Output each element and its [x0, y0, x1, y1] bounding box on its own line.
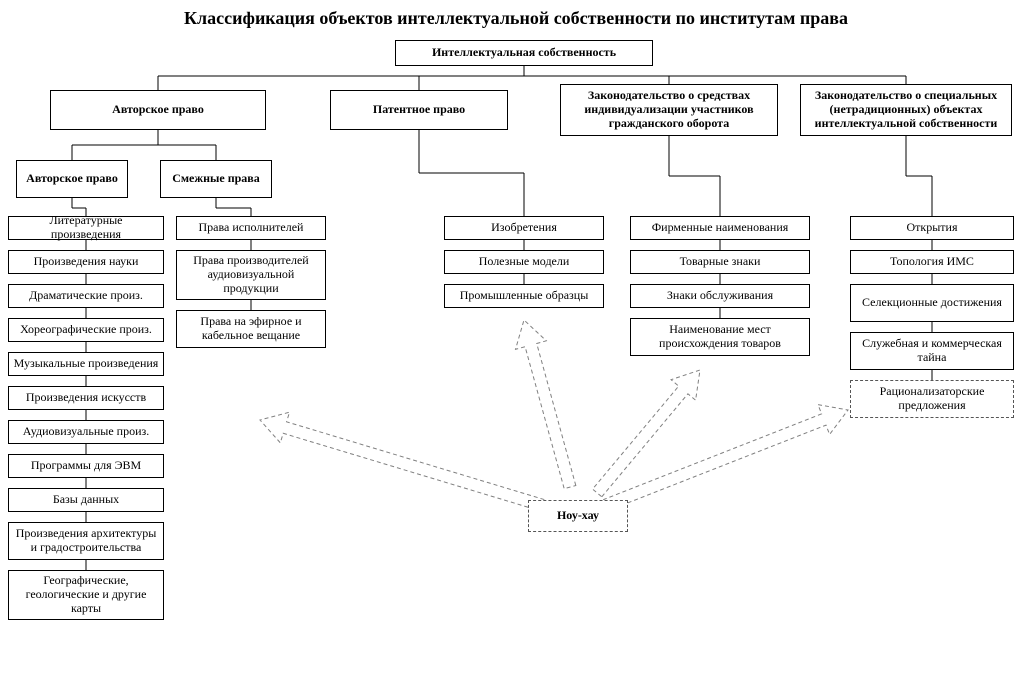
node-sp: Смежные права — [160, 160, 272, 198]
node-sx1: Открытия — [850, 216, 1014, 240]
node-ap9: Базы данных — [8, 488, 164, 512]
diagram-canvas: Классификация объектов интеллектуальной … — [0, 0, 1032, 686]
node-sx4: Служебная и коммерческая тайна — [850, 332, 1014, 370]
node-pt1: Изобретения — [444, 216, 604, 240]
node-author: Авторское право — [50, 90, 266, 130]
node-patent: Патентное право — [330, 90, 508, 130]
node-in2: Товарные знаки — [630, 250, 810, 274]
node-in4: Наименование мест происхождения товаров — [630, 318, 810, 356]
node-sp1: Права исполнителей — [176, 216, 326, 240]
node-sp2: Права производителей аудиовизуальной про… — [176, 250, 326, 300]
node-sx3: Селекционные достижения — [850, 284, 1014, 322]
node-ap8: Программы для ЭВМ — [8, 454, 164, 478]
node-pt3: Промышленные образцы — [444, 284, 604, 308]
node-in3: Знаки обслуживания — [630, 284, 810, 308]
node-root: Интеллектуальная собственность — [395, 40, 653, 66]
node-sx5: Рационализаторские предложения — [850, 380, 1014, 418]
node-sp3: Права на эфирное и кабельное вещание — [176, 310, 326, 348]
node-ap10: Произведения архитектуры и градостроител… — [8, 522, 164, 560]
node-knowhow: Ноу-хау — [528, 500, 628, 532]
node-indiv: Законодательство о средствах индивидуали… — [560, 84, 778, 136]
node-ap7: Аудиовизуальные произ. — [8, 420, 164, 444]
node-ap4: Хореографические произ. — [8, 318, 164, 342]
node-ap5: Музыкальные произведения — [8, 352, 164, 376]
node-ap3: Драматические произ. — [8, 284, 164, 308]
node-ap1: Литературные произведения — [8, 216, 164, 240]
node-sx2: Топология ИМС — [850, 250, 1014, 274]
node-spec: Законодательство о специальных (нетрадиц… — [800, 84, 1012, 136]
node-ap6: Произведения искусств — [8, 386, 164, 410]
node-in1: Фирменные наименования — [630, 216, 810, 240]
node-pt2: Полезные модели — [444, 250, 604, 274]
node-ap: Авторское право — [16, 160, 128, 198]
node-ap2: Произведения науки — [8, 250, 164, 274]
node-ap11: Географические, геологические и другие к… — [8, 570, 164, 620]
